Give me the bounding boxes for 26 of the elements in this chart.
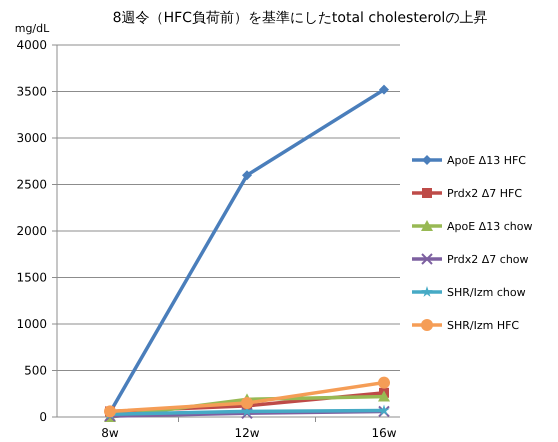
x-tick-label: 16w (371, 426, 397, 440)
y-tick-label: 4000 (16, 38, 47, 52)
y-axis-title: mg/dL (14, 22, 50, 35)
x-tick-label: 8w (101, 426, 119, 440)
y-tick-label: 500 (24, 364, 47, 378)
x-tick-label: 12w (234, 426, 260, 440)
legend-label: ApoE Δ13 HFC (447, 154, 526, 167)
point (378, 376, 390, 389)
y-tick-label: 2500 (16, 178, 47, 192)
legend-label: ApoE Δ13 chow (447, 220, 532, 233)
point (378, 390, 390, 402)
y-tick-label: 1000 (16, 317, 47, 331)
y-tick-label: 0 (39, 410, 47, 424)
legend-label: Prdx2 Δ7 HFC (447, 187, 522, 200)
y-tick-label: 1500 (16, 270, 47, 284)
legend-label: SHR/Izm HFC (447, 319, 520, 332)
y-tick-label: 2000 (16, 224, 47, 238)
y-tick-label: 3500 (16, 84, 47, 98)
y-tick-label: 3000 (16, 131, 47, 145)
point (241, 407, 253, 420)
point (379, 84, 389, 95)
legend-label: Prdx2 Δ7 chow (447, 253, 529, 266)
point (241, 397, 253, 410)
point (242, 170, 252, 180)
legend-label: SHR/Izm chow (447, 286, 526, 299)
chart-title: 8週令（HFC負荷前）を基準にしたtotal cholesterolの上昇 (112, 10, 488, 26)
